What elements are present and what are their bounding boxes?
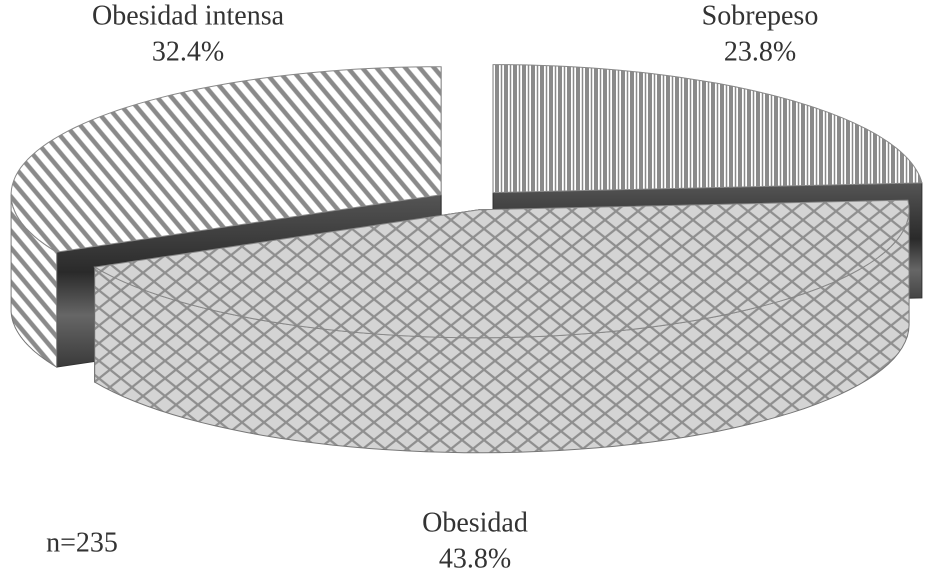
slice-top [492,64,923,194]
slice-value-label: 43.8% [439,543,511,573]
labels: Sobrepeso 23.8% Obesidad 43.8% Obesidad inte… [92,0,818,573]
pie [10,64,923,454]
slice-label: Obesidad [422,507,528,538]
slice-label: Sobrepeso [702,0,819,31]
slice-value-label: 23.8% [724,36,796,67]
slice-top [10,66,442,253]
slice-label: Obesidad intensa [92,0,285,31]
annotation: n=235 [46,527,118,558]
slice-top [93,199,910,339]
slice-value-label: 32.4% [152,36,224,67]
slice [93,199,910,454]
